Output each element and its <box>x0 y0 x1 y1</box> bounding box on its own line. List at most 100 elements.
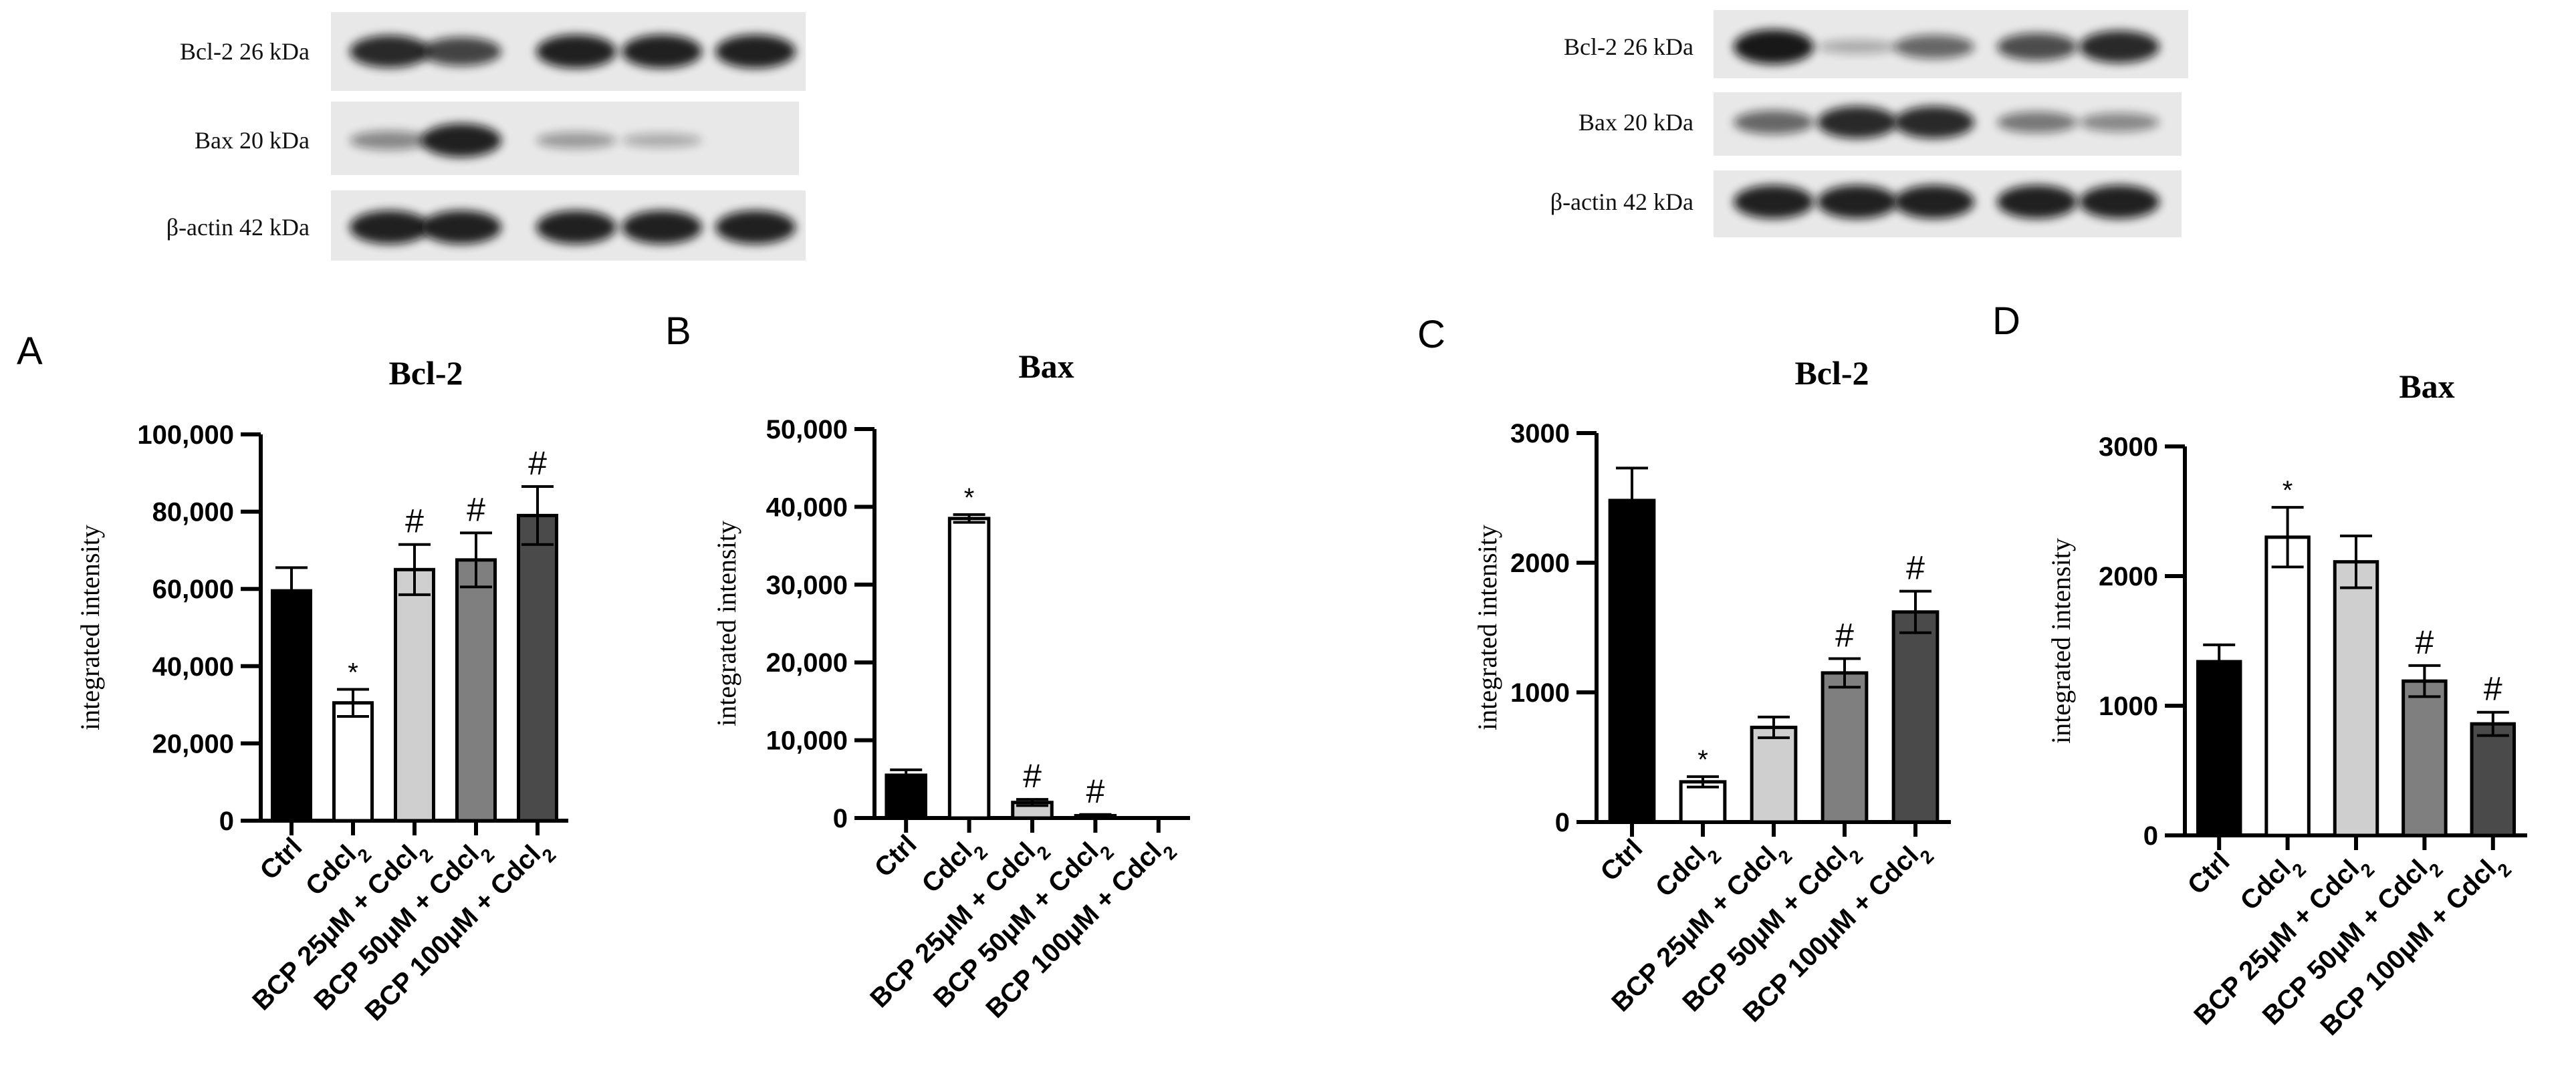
significance-marker: * <box>348 658 358 687</box>
blot-band <box>715 34 796 69</box>
y-axis-label: integrated intensity <box>1472 525 1502 730</box>
chart-panel-D: D Bax integrated intensity 0 1000 2000 3000 Ctr… <box>1992 299 2527 1041</box>
blot-band <box>1817 184 1897 219</box>
significance-marker: # <box>2415 624 2434 661</box>
y-tick-label: 40,000 <box>766 493 848 522</box>
blot-band <box>622 34 702 69</box>
y-tick-label: 40,000 <box>152 652 234 682</box>
blot-band <box>421 210 501 245</box>
blot-band <box>350 210 430 245</box>
blot-band <box>1734 110 1814 134</box>
y-tick-label: 50,000 <box>766 415 848 444</box>
x-tick-label-text: Ctrl <box>255 832 308 886</box>
y-tick-label: 20,000 <box>152 729 234 759</box>
blot-label: β-actin 42 kDa <box>1550 188 1693 215</box>
bar <box>393 567 436 823</box>
blot-band <box>2079 30 2159 63</box>
blot-band <box>1817 106 1897 139</box>
blot-label: Bax 20 kDa <box>195 127 310 154</box>
x-tick-label: Ctrl <box>869 829 923 883</box>
bar <box>2402 679 2448 837</box>
panel-letter: A <box>17 329 43 373</box>
chart-panel-B: B Bax integrated intensity 0 10,000 20,000 30,… <box>665 309 1190 1024</box>
bar <box>1608 499 1656 824</box>
y-axis-label: integrated intensity <box>2046 538 2076 744</box>
blot-label: β-actin 42 kDa <box>166 214 310 241</box>
bar <box>2470 722 2516 837</box>
blot-band <box>536 34 616 69</box>
significance-marker: # <box>1835 617 1854 654</box>
y-tick-label: 1000 <box>2099 692 2158 721</box>
significance-marker: * <box>964 483 975 513</box>
bar <box>947 517 991 820</box>
chart-title: Bax <box>1018 348 1074 385</box>
blot-band <box>715 210 796 245</box>
significance-marker: # <box>405 503 424 540</box>
y-tick-label: 20,000 <box>766 648 848 678</box>
x-tick-label: Ctrl <box>2182 847 2236 900</box>
blot-band <box>2079 112 2159 132</box>
panel-letter: C <box>1417 313 1445 356</box>
blot-band <box>622 133 702 148</box>
x-tick-label-text: Ctrl <box>869 829 923 883</box>
significance-marker: # <box>2484 670 2502 708</box>
x-tick-label-text: Ctrl <box>2182 847 2236 900</box>
y-tick-label: 0 <box>219 807 234 836</box>
blot-band <box>1997 184 2077 219</box>
chart-panel-A: A Bcl-2 integrated intensity 0 20,000 40,000 6… <box>17 329 568 1027</box>
bar <box>332 701 374 823</box>
panel-letter: D <box>1992 299 2020 343</box>
western-blot-1: Bcl-2 26 kDa Bax 20 kDa β-actin 42 kDa <box>166 12 806 261</box>
bar <box>2196 660 2242 837</box>
blot-label: Bcl-2 26 kDa <box>180 38 310 65</box>
significance-marker: # <box>1023 757 1042 795</box>
blot-band <box>536 210 616 245</box>
blot-band <box>536 132 616 149</box>
y-tick-label: 100,000 <box>137 420 234 450</box>
blot-band <box>1894 184 1974 219</box>
blot-band <box>622 210 702 245</box>
significance-marker: # <box>1906 549 1925 587</box>
bar <box>2264 535 2311 837</box>
y-axis-label: integrated intensity <box>75 525 105 730</box>
y-axis-label: integrated intensity <box>711 521 741 726</box>
blot-band <box>1734 29 1814 64</box>
blot-band <box>1894 106 1974 139</box>
blot-band <box>1894 35 1974 59</box>
x-tick-label-text: Cdcl <box>1650 841 1712 902</box>
blot-band <box>1997 111 2077 134</box>
x-tick-label-text: Ctrl <box>1595 833 1649 887</box>
blot-band <box>2079 184 2159 219</box>
y-tick-label: 30,000 <box>766 571 848 600</box>
significance-marker: # <box>1086 773 1104 810</box>
blot-band <box>1997 33 2077 61</box>
y-tick-label: 2000 <box>2099 562 2158 591</box>
blot-band <box>1817 39 1897 54</box>
blot-band <box>350 35 430 68</box>
y-tick-label: 0 <box>2143 821 2158 851</box>
x-tick-label: Ctrl <box>1595 833 1649 887</box>
y-tick-label: 10,000 <box>766 726 848 756</box>
chart-title: Bax <box>2399 368 2454 405</box>
y-tick-label: 60,000 <box>152 575 234 604</box>
x-tick-label-text: Cdcl <box>2235 854 2297 916</box>
bar <box>455 558 497 823</box>
blot-label: Bax 20 kDa <box>1578 109 1693 136</box>
y-tick-label: 2000 <box>1510 549 1570 578</box>
chart-title: Bcl-2 <box>1794 354 1869 392</box>
bar <box>1821 671 1869 824</box>
significance-marker: * <box>1697 745 1708 775</box>
y-tick-label: 0 <box>1555 808 1570 837</box>
western-blot-2: Bcl-2 26 kDa Bax 20 kDa β-actin 42 kDa <box>1550 10 2188 237</box>
blot-band <box>421 37 501 66</box>
bar <box>516 513 559 823</box>
bar <box>1891 610 1940 824</box>
blot-label: Bcl-2 26 kDa <box>1564 33 1693 60</box>
panel-letter: B <box>665 309 691 353</box>
significance-marker: # <box>528 444 547 482</box>
bar <box>1750 725 1798 824</box>
y-tick-label: 3000 <box>2099 432 2158 462</box>
bar <box>2333 560 2379 837</box>
y-tick-label: 0 <box>833 804 848 833</box>
